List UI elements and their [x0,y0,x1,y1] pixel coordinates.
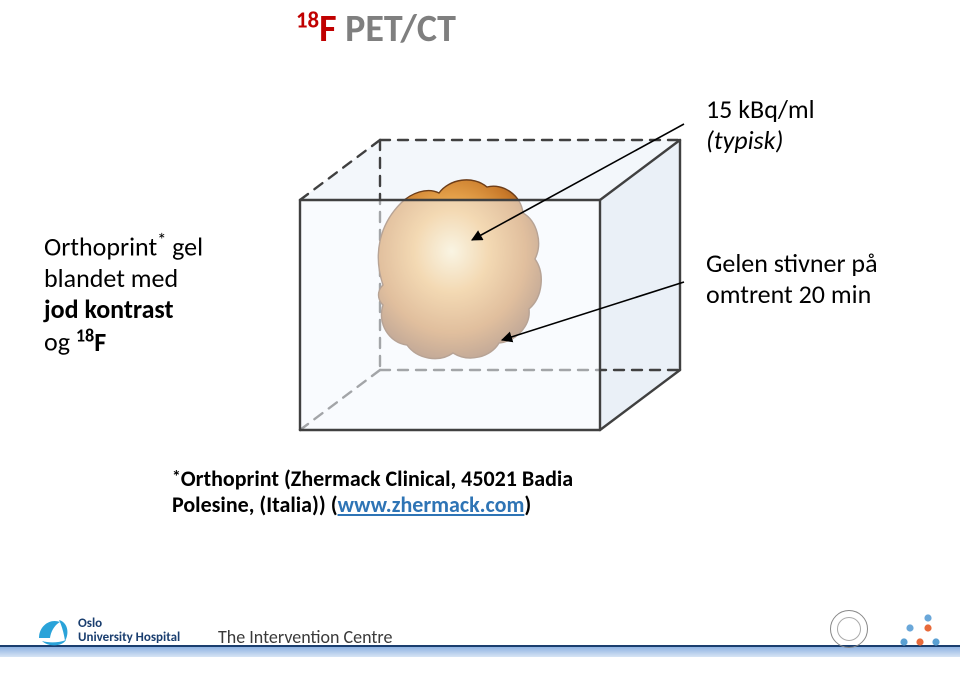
citation-p2: Polesine, (Italia)) ( [172,491,338,518]
footer-text: The Intervention Centre [218,626,392,648]
left-label-sup: * [157,229,166,251]
left-label-l4b: F [94,326,106,358]
left-label-l1b: gel [166,231,203,263]
hospital-logo: Oslo University Hospital [36,614,180,648]
left-label-l2: blandet med [44,263,203,294]
dots-logo-icon [898,612,944,652]
right-label-activity: 15 kBq/ml (typisk) [706,94,815,156]
left-label: Orthoprint* gel blandet med jod kontrast… [44,230,203,358]
phantom-diagram [240,70,710,460]
citation-p3: ) [524,491,531,518]
citation-link[interactable]: www.zhermack.com [338,491,525,518]
left-label-l4a: og [44,326,76,358]
right-label1-l2: (typisk) [706,125,815,156]
hospital-logo-l1: Oslo [78,617,180,631]
title-sup: 18 [296,6,319,34]
right-label2-l2: omtrent 20 min [706,279,878,310]
hospital-logo-l2: University Hospital [78,631,180,645]
hospital-logo-icon [36,614,70,648]
left-label-l1a: Orthoprint [44,231,157,263]
citation-text: *Orthoprint (Zhermack Clinical, 45021 Ba… [172,466,573,519]
right-label2-l1: Gelen stivner på [706,248,878,279]
page-title: 18F PET/CT [296,6,456,52]
title-pre: F [319,6,336,52]
left-label-l3: jod kontrast [44,293,174,325]
left-label-l4sup: 18 [76,324,94,346]
citation-sup: * [172,465,181,487]
citation-p1: Orthoprint (Zhermack Clinical, 45021 Bad… [181,465,573,492]
university-seal-icon [830,610,868,648]
right-label1-l1: 15 kBq/ml [706,94,815,125]
right-label-setting: Gelen stivner på omtrent 20 min [706,248,878,310]
title-rest: PET/CT [337,6,456,52]
